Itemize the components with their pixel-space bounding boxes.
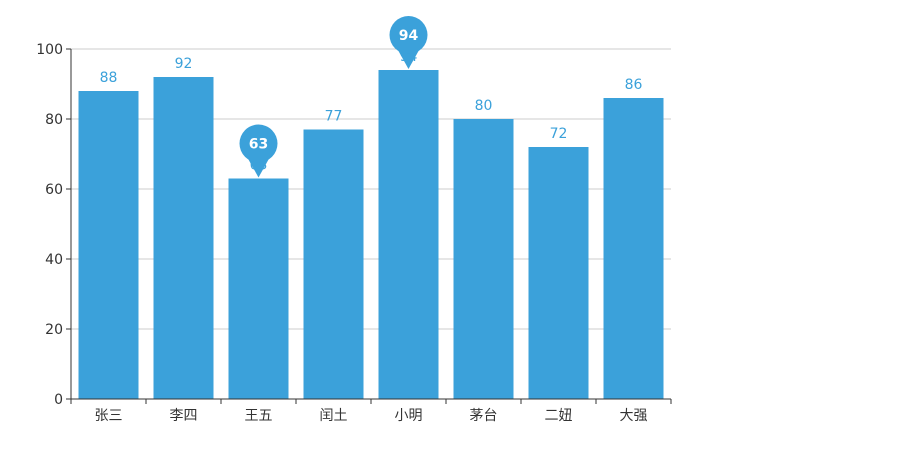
bar[interactable] [78, 91, 139, 399]
y-tick-label: 80 [45, 112, 63, 128]
bar[interactable] [153, 77, 214, 399]
mark-point-bubble [389, 16, 428, 54]
x-tick-label: 闰土 [320, 408, 348, 424]
x-tick-label: 张三 [95, 408, 123, 424]
x-tick-label: 二妞 [545, 408, 573, 424]
bar-value-label: 92 [175, 56, 193, 72]
bar[interactable] [528, 147, 589, 399]
x-tick-label: 茅台 [470, 408, 498, 424]
mark-point-tail [248, 158, 269, 178]
mark-point-max[interactable]: 94 [389, 16, 428, 69]
x-tick-label: 大强 [620, 408, 648, 424]
bar-series [78, 70, 664, 400]
bar-value-label: 77 [325, 109, 343, 125]
axes: 0 20 40 60 80 100 张三 李四 王五 闰土 小明 茅台 二妞 大强 [36, 42, 672, 424]
bar-value-label: 88 [100, 70, 118, 86]
bar-value-label: 72 [550, 126, 568, 142]
bar-value-label: 86 [625, 77, 643, 93]
mark-point-tail [398, 50, 419, 69]
y-tick-label: 60 [45, 182, 63, 198]
mark-point-label: 94 [399, 28, 419, 44]
y-tick-label: 0 [54, 392, 63, 408]
bar-value-label: 80 [475, 98, 493, 114]
bar[interactable] [603, 98, 664, 399]
mark-point-bubble [239, 124, 278, 163]
y-tick-label: 40 [45, 252, 63, 268]
y-tick-label: 20 [45, 322, 63, 338]
x-tick-label: 王五 [245, 408, 273, 424]
mark-point-min[interactable]: 63 [239, 124, 278, 178]
bar[interactable] [453, 119, 514, 399]
bar[interactable] [378, 70, 439, 399]
x-tick-label: 小明 [395, 408, 423, 424]
mark-points: 63 94 [239, 16, 428, 178]
bar[interactable] [303, 129, 364, 400]
y-tick-label: 100 [36, 42, 63, 58]
mark-point-label: 63 [249, 137, 268, 153]
bar[interactable] [228, 178, 289, 400]
x-tick-label: 李四 [170, 408, 198, 424]
